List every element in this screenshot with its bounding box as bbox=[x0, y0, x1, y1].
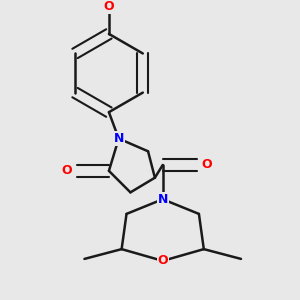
Text: O: O bbox=[61, 164, 72, 177]
Text: O: O bbox=[201, 158, 212, 172]
Text: O: O bbox=[103, 0, 114, 13]
Text: O: O bbox=[158, 254, 168, 267]
Text: N: N bbox=[158, 193, 168, 206]
Text: N: N bbox=[113, 132, 124, 145]
